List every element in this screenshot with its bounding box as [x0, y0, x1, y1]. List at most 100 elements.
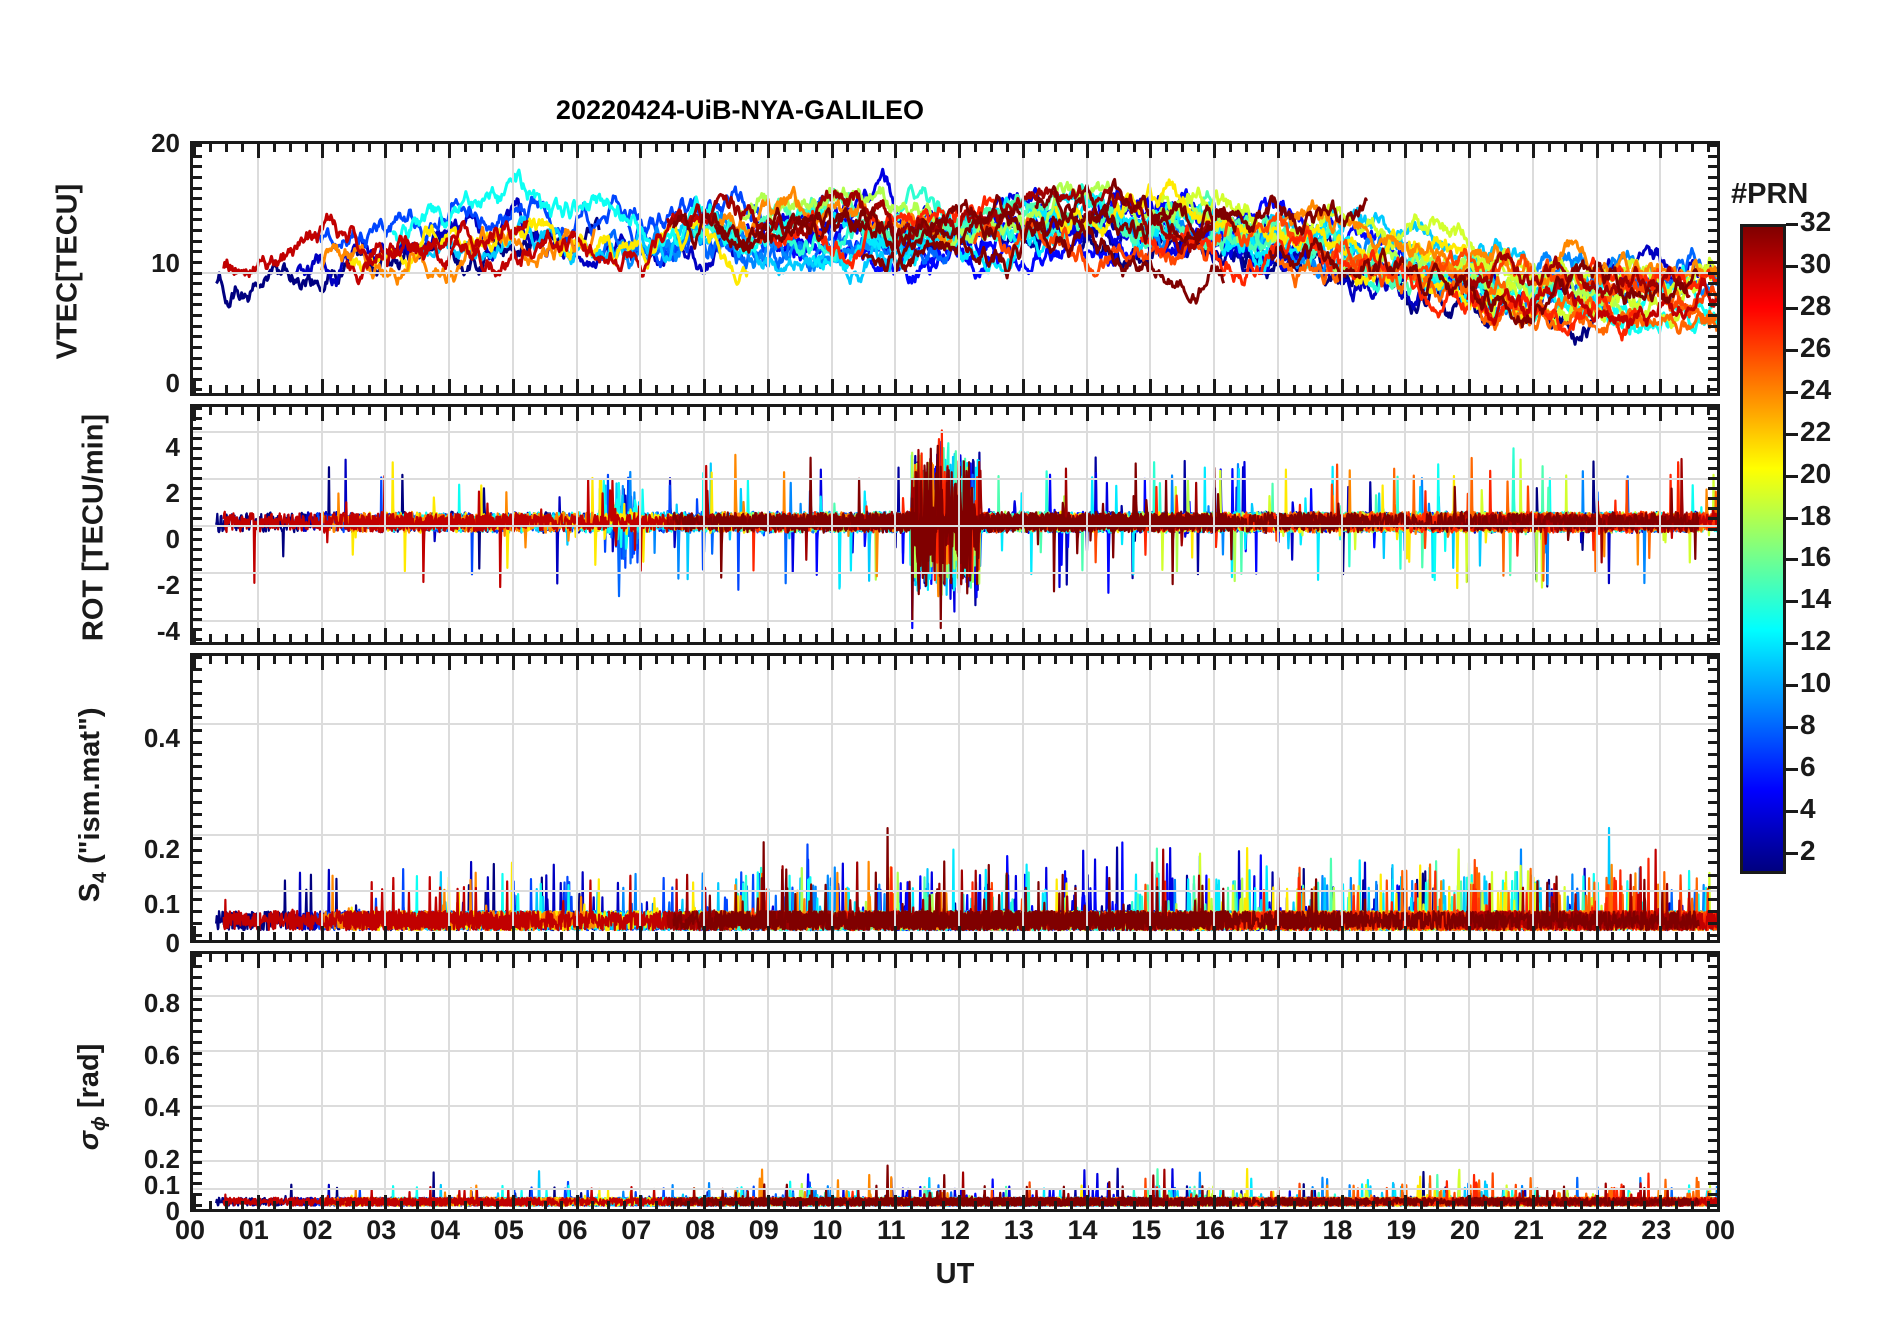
x-tickmark — [1404, 1195, 1408, 1209]
x-tickmark — [1627, 656, 1631, 664]
prn-trace-19 — [1442, 247, 1717, 303]
x-tickmark — [910, 407, 914, 415]
y-tickmark — [193, 207, 202, 211]
x-tickmark — [240, 656, 244, 664]
x-tickmark — [1260, 954, 1264, 962]
x-tickmark — [830, 407, 834, 421]
gridline-v — [1531, 954, 1534, 1209]
y-tickmark — [1708, 1193, 1717, 1197]
colorbar-tick-28 — [1786, 306, 1798, 310]
x-tickmark — [1101, 656, 1105, 664]
x-tickmark — [400, 634, 404, 642]
colorbar-label-20: 20 — [1800, 457, 1832, 489]
x-tickmark — [1531, 954, 1535, 968]
x-tickmark — [272, 385, 276, 393]
x-tickmark — [1276, 954, 1280, 968]
x-tickmark — [703, 656, 706, 670]
x-tickmark — [193, 628, 196, 642]
gridline-h — [193, 1105, 1717, 1108]
x-tickmark — [1356, 385, 1360, 393]
panel-rot — [190, 404, 1720, 645]
x-tickmark — [1515, 407, 1519, 415]
y-tickmark — [193, 577, 202, 581]
x-tickmark — [655, 144, 659, 152]
x-tickmark — [1643, 656, 1647, 664]
y-tickmark — [1708, 547, 1717, 551]
x-tickmark — [432, 1201, 436, 1209]
y-tickmark — [1708, 776, 1717, 780]
gridline-v — [1021, 954, 1024, 1209]
x-tickmark — [1436, 954, 1440, 962]
x-tickmark — [448, 407, 451, 421]
x-tickmark — [1292, 407, 1296, 415]
x-tickmark — [1436, 656, 1440, 664]
y-tickmark — [193, 507, 202, 511]
x-tickmark — [687, 144, 691, 152]
x-tickmark — [1005, 144, 1009, 152]
x-tickmark — [862, 385, 866, 393]
x-tickmark — [416, 407, 420, 415]
colorbar-label-28: 28 — [1800, 289, 1832, 321]
gridline-v — [448, 144, 450, 393]
y-tickmark — [1708, 861, 1717, 865]
gridline-v — [958, 656, 960, 940]
y-tickmark — [1708, 704, 1717, 708]
x-tickmark — [463, 144, 467, 152]
gridline-v — [384, 954, 387, 1209]
x-tickmark — [1563, 954, 1567, 962]
x-tickmark — [479, 144, 483, 152]
x-tickmark — [1149, 628, 1153, 642]
y-tickmark — [1708, 175, 1717, 179]
x-tickmark — [1595, 407, 1599, 421]
prn-trace-36 — [861, 221, 1226, 305]
x-tickmark — [878, 407, 882, 415]
x-tickmark — [479, 954, 483, 962]
gridline-v — [448, 407, 450, 642]
y-tickmark — [1708, 197, 1717, 201]
x-tickmark — [575, 926, 579, 940]
x-tickmark — [416, 1201, 420, 1209]
x-tickmark — [1005, 932, 1009, 940]
x-tickmark — [718, 1201, 722, 1209]
colorbar-label-24: 24 — [1800, 373, 1832, 405]
x-tickmark — [432, 656, 436, 664]
x-tickmark — [734, 954, 738, 962]
x-tickmark — [495, 407, 499, 415]
gridline-v — [1021, 144, 1024, 393]
x-tickmark — [1356, 1201, 1360, 1209]
x-tickmark — [1228, 932, 1232, 940]
x-tickmark — [1675, 144, 1679, 152]
x-tickmark — [256, 379, 260, 393]
x-tickmark — [1531, 656, 1535, 670]
x-tickmark — [1021, 628, 1025, 642]
x-tickmark — [894, 954, 898, 968]
x-tickmark — [463, 385, 467, 393]
x-tickmark — [511, 954, 515, 968]
y-tickmark — [1708, 1019, 1717, 1023]
x-tickmark — [958, 926, 961, 940]
y-tickmark — [193, 467, 202, 471]
x-tickmark — [1388, 144, 1392, 152]
x-tickmark — [1595, 379, 1599, 393]
y-tickmark — [193, 197, 202, 201]
x-tickmark — [1356, 954, 1360, 962]
x-tickmark — [1005, 954, 1009, 962]
x-tickmark — [384, 407, 388, 421]
x-tickmark — [1340, 926, 1344, 940]
x-tickmark — [639, 144, 643, 158]
x-tickmark — [782, 932, 786, 940]
x-tickmark — [958, 379, 961, 393]
colorbar[interactable] — [1740, 224, 1786, 874]
gridline-v — [1595, 407, 1598, 642]
x-tickmark — [1117, 385, 1121, 393]
x-tickmark — [1276, 144, 1280, 158]
x-tickmark — [910, 954, 914, 962]
x-tickmark — [1420, 385, 1424, 393]
x-tickmark — [1483, 954, 1487, 962]
gridline-v — [575, 144, 578, 393]
x-tickmark — [416, 954, 420, 962]
x-tickmark — [543, 1201, 547, 1209]
y-tickmark — [193, 345, 202, 349]
x-tickmark — [1420, 932, 1424, 940]
colorbar-tick-8 — [1786, 726, 1798, 730]
